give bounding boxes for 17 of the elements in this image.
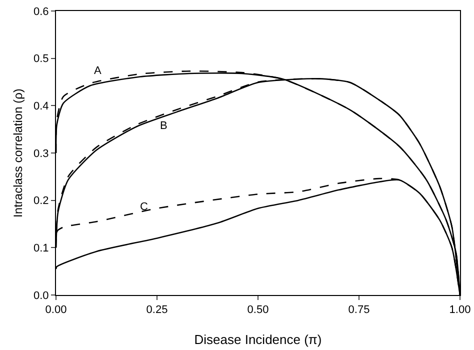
x-tick-label: 0.50 (247, 304, 269, 316)
x-tick-label: 0.25 (146, 304, 168, 316)
y-tick-label: 0.3 (34, 148, 49, 160)
y-tick-label: 0.1 (34, 242, 49, 255)
y-tick-label: 0.2 (34, 195, 49, 208)
y-tick-label: 0.0 (34, 290, 49, 302)
y-tick-label: 0.5 (34, 53, 49, 66)
annotation: C (140, 201, 148, 213)
x-tick-label: 1.00 (449, 304, 471, 316)
y-tick-label: 0.4 (34, 100, 49, 113)
x-tick-label: 0.00 (45, 304, 67, 316)
annotation: B (160, 120, 168, 132)
x-tick-label: 0.75 (348, 304, 370, 316)
annotation: A (94, 65, 102, 77)
x-axis-title: Disease Incidence (π) (194, 332, 322, 347)
y-axis-title: Intraclass correlation (ρ) (11, 88, 25, 218)
y-tick-label: 0.6 (34, 6, 49, 18)
